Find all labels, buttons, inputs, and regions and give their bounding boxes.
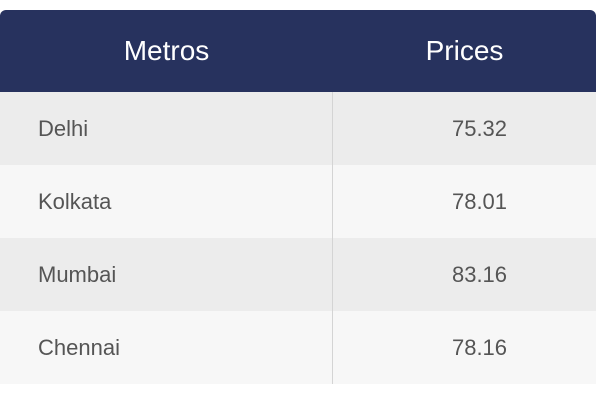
table-row: Delhi 75.32 bbox=[0, 92, 596, 165]
table: Metros Prices Delhi 75.32 Kolkata 78.01 Mumb… bbox=[0, 10, 596, 384]
table-row: Mumbai 83.16 bbox=[0, 238, 596, 311]
table-cell: Delhi bbox=[0, 92, 333, 165]
table-row: Chennai 78.16 bbox=[0, 311, 596, 384]
table-cell: 78.01 bbox=[451, 188, 508, 214]
table-cell: Kolkata bbox=[0, 165, 333, 238]
header-cell: Prices bbox=[425, 35, 504, 66]
table-cell: 75.32 bbox=[451, 115, 508, 141]
table-cell: 78.16 bbox=[451, 334, 508, 360]
table-cell: Mumbai bbox=[0, 238, 333, 311]
table-cell: 83.16 bbox=[451, 261, 508, 287]
header-cell: Metros bbox=[123, 35, 210, 66]
table-header: Metros Prices bbox=[0, 10, 596, 92]
table-row: Kolkata 78.01 bbox=[0, 165, 596, 238]
table-cell: Chennai bbox=[0, 311, 333, 384]
